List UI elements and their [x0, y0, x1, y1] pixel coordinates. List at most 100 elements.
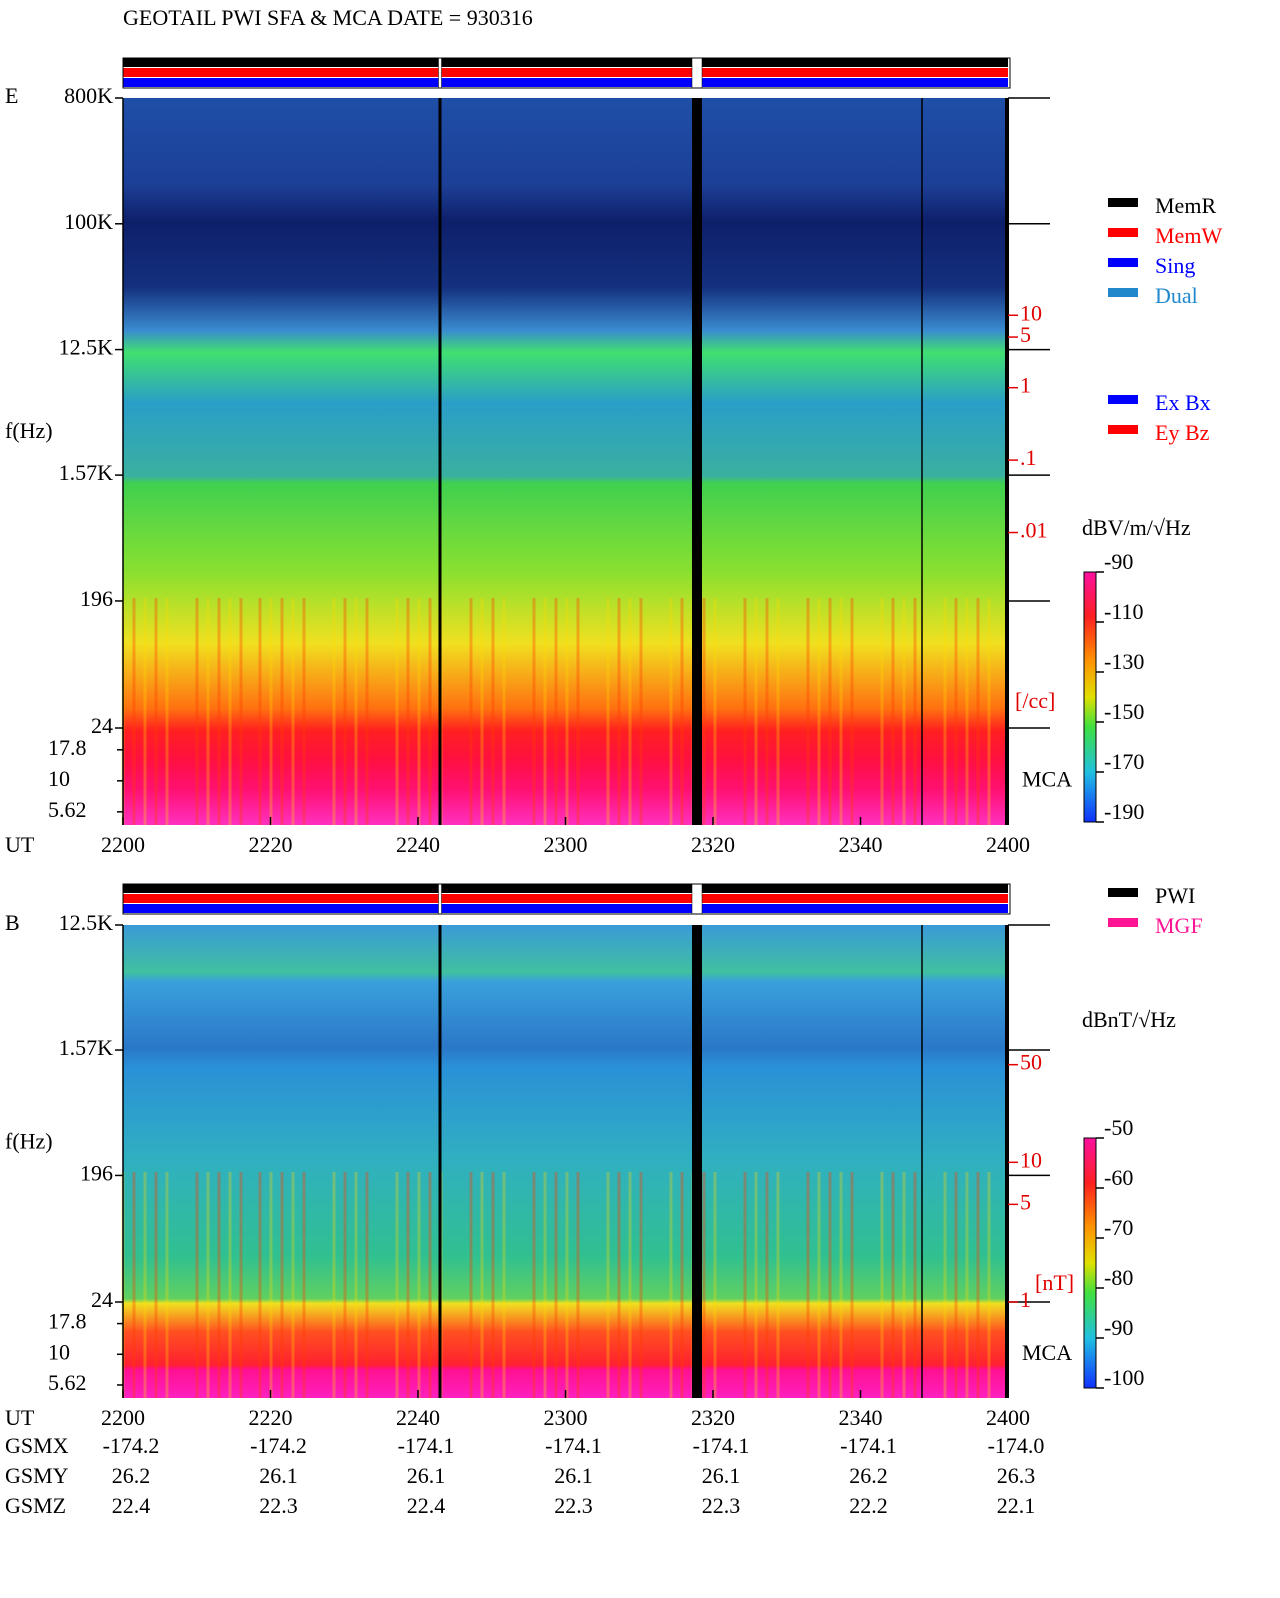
legend-swatch [1108, 918, 1138, 927]
legend-swatch [1108, 228, 1138, 237]
legend-swatch [1108, 288, 1138, 297]
y-tick-label: 24 [91, 713, 113, 738]
orbit-value: 26.1 [554, 1463, 593, 1488]
data-gap [692, 925, 702, 1398]
colorbar-tick-label: -190 [1104, 799, 1144, 824]
orbit-value: -174.1 [840, 1433, 897, 1458]
legend-swatch [1108, 258, 1138, 267]
colorbar-tick-label: -90 [1104, 1315, 1133, 1340]
x-tick-label: 2300 [544, 832, 588, 857]
mca-tick-label: 10 [48, 766, 70, 791]
y-tick-label: 1.57K [59, 460, 114, 485]
legend-label: Ey Bz [1155, 420, 1210, 445]
y-tick-label: 800K [64, 83, 113, 108]
legend-swatch [1108, 888, 1138, 897]
x-tick-label: 2200 [101, 1405, 145, 1430]
orbit-value: 22.3 [702, 1493, 741, 1518]
colorbar-tick-label: -90 [1104, 549, 1133, 574]
orbit-value: -174.1 [545, 1433, 602, 1458]
mca-tick-label: 17.8 [48, 735, 87, 760]
y-tick-label: 100K [64, 209, 113, 234]
orbit-value: 22.3 [259, 1493, 298, 1518]
legend-label: Sing [1155, 253, 1195, 278]
y2-tick-label: 10 [1020, 300, 1042, 325]
x-tick-label: 2340 [839, 1405, 883, 1430]
legend-label: PWI [1155, 883, 1195, 908]
mca-tick-label: 10 [48, 1339, 70, 1364]
mode-gap [438, 883, 442, 915]
mca-tick-label: 5.62 [48, 1370, 87, 1395]
mode-frame [122, 57, 1011, 89]
orbit-value: 26.1 [702, 1463, 741, 1488]
orbit-value: -174.1 [398, 1433, 455, 1458]
mode-bar [123, 58, 1008, 67]
data-gap [692, 98, 702, 825]
colorbar-tick-label: -130 [1104, 649, 1144, 674]
orbit-value: 22.4 [112, 1493, 151, 1518]
colorbar-tick-label: -70 [1104, 1215, 1133, 1240]
legend-label: MGF [1155, 913, 1203, 938]
x-tick-label: 2300 [544, 1405, 588, 1430]
legend-swatch [1108, 425, 1138, 434]
mode-gap [691, 57, 703, 89]
y-tick-label: 1.57K [59, 1035, 114, 1060]
colorbar [1083, 571, 1097, 823]
orbit-value: 26.2 [849, 1463, 888, 1488]
x-tick-label: 2340 [839, 832, 883, 857]
legend-swatch [1108, 198, 1138, 207]
orbit-value: -174.2 [250, 1433, 307, 1458]
x-tick-label: 2220 [249, 832, 293, 857]
panel-label: E [5, 83, 18, 108]
data-gap [1005, 925, 1009, 1398]
colorbar-tick-label: -100 [1104, 1365, 1144, 1390]
colorbar-tick-label: -50 [1104, 1115, 1133, 1140]
x-axis-label: UT [5, 1405, 35, 1430]
y2-tick-label: 5 [1020, 322, 1031, 347]
orbit-label: GSMY [5, 1463, 69, 1488]
x-tick-label: 2400 [986, 1405, 1030, 1430]
colorbar-tick-label: -60 [1104, 1165, 1133, 1190]
data-gap [921, 925, 923, 1398]
colorbar-tick-label: -110 [1104, 599, 1144, 624]
legend-label: MemR [1155, 193, 1216, 218]
panel-label: B [5, 910, 20, 935]
spectrogram [123, 925, 1008, 1398]
orbit-value: 26.1 [407, 1463, 446, 1488]
x-tick-label: 2200 [101, 832, 145, 857]
mode-bar [123, 884, 1008, 893]
y-tick-label: 196 [80, 1160, 113, 1185]
x-tick-label: 2320 [691, 832, 735, 857]
y2-tick-label: 50 [1020, 1050, 1042, 1075]
legend-label: Dual [1155, 283, 1198, 308]
legend-swatch [1108, 395, 1138, 404]
x-tick-label: 2240 [396, 1405, 440, 1430]
y-tick-label: 12.5K [59, 335, 114, 360]
x-axis-label: UT [5, 832, 35, 857]
x-tick-label: 2320 [691, 1405, 735, 1430]
mode-gap [438, 57, 442, 89]
mode-bar [123, 894, 1008, 903]
orbit-value: -174.1 [693, 1433, 750, 1458]
data-gap [921, 98, 923, 825]
mca-label: MCA [1022, 767, 1072, 792]
x-tick-label: 2400 [986, 832, 1030, 857]
y-tick-label: 12.5K [59, 910, 114, 935]
orbit-label: GSMZ [5, 1493, 66, 1518]
colorbar-tick-label: -150 [1104, 699, 1144, 724]
figure-title: GEOTAIL PWI SFA & MCA DATE = 930316 [123, 5, 533, 30]
mode-gap [691, 883, 703, 915]
orbit-value: 26.3 [997, 1463, 1036, 1488]
y2-tick-label: 1 [1020, 373, 1031, 398]
y2-tick-label: 1 [1020, 1287, 1031, 1312]
mode-bar [123, 904, 1008, 913]
colorbar [1083, 1137, 1097, 1389]
y2-tick-label: 10 [1020, 1147, 1042, 1172]
mode-frame [122, 883, 1011, 915]
y2-tick-label: .01 [1020, 518, 1048, 543]
colorbar-tick-label: -80 [1104, 1265, 1133, 1290]
data-gap [438, 925, 442, 1398]
orbit-value: -174.2 [103, 1433, 160, 1458]
y2-axis-label: [/cc] [1015, 688, 1055, 713]
